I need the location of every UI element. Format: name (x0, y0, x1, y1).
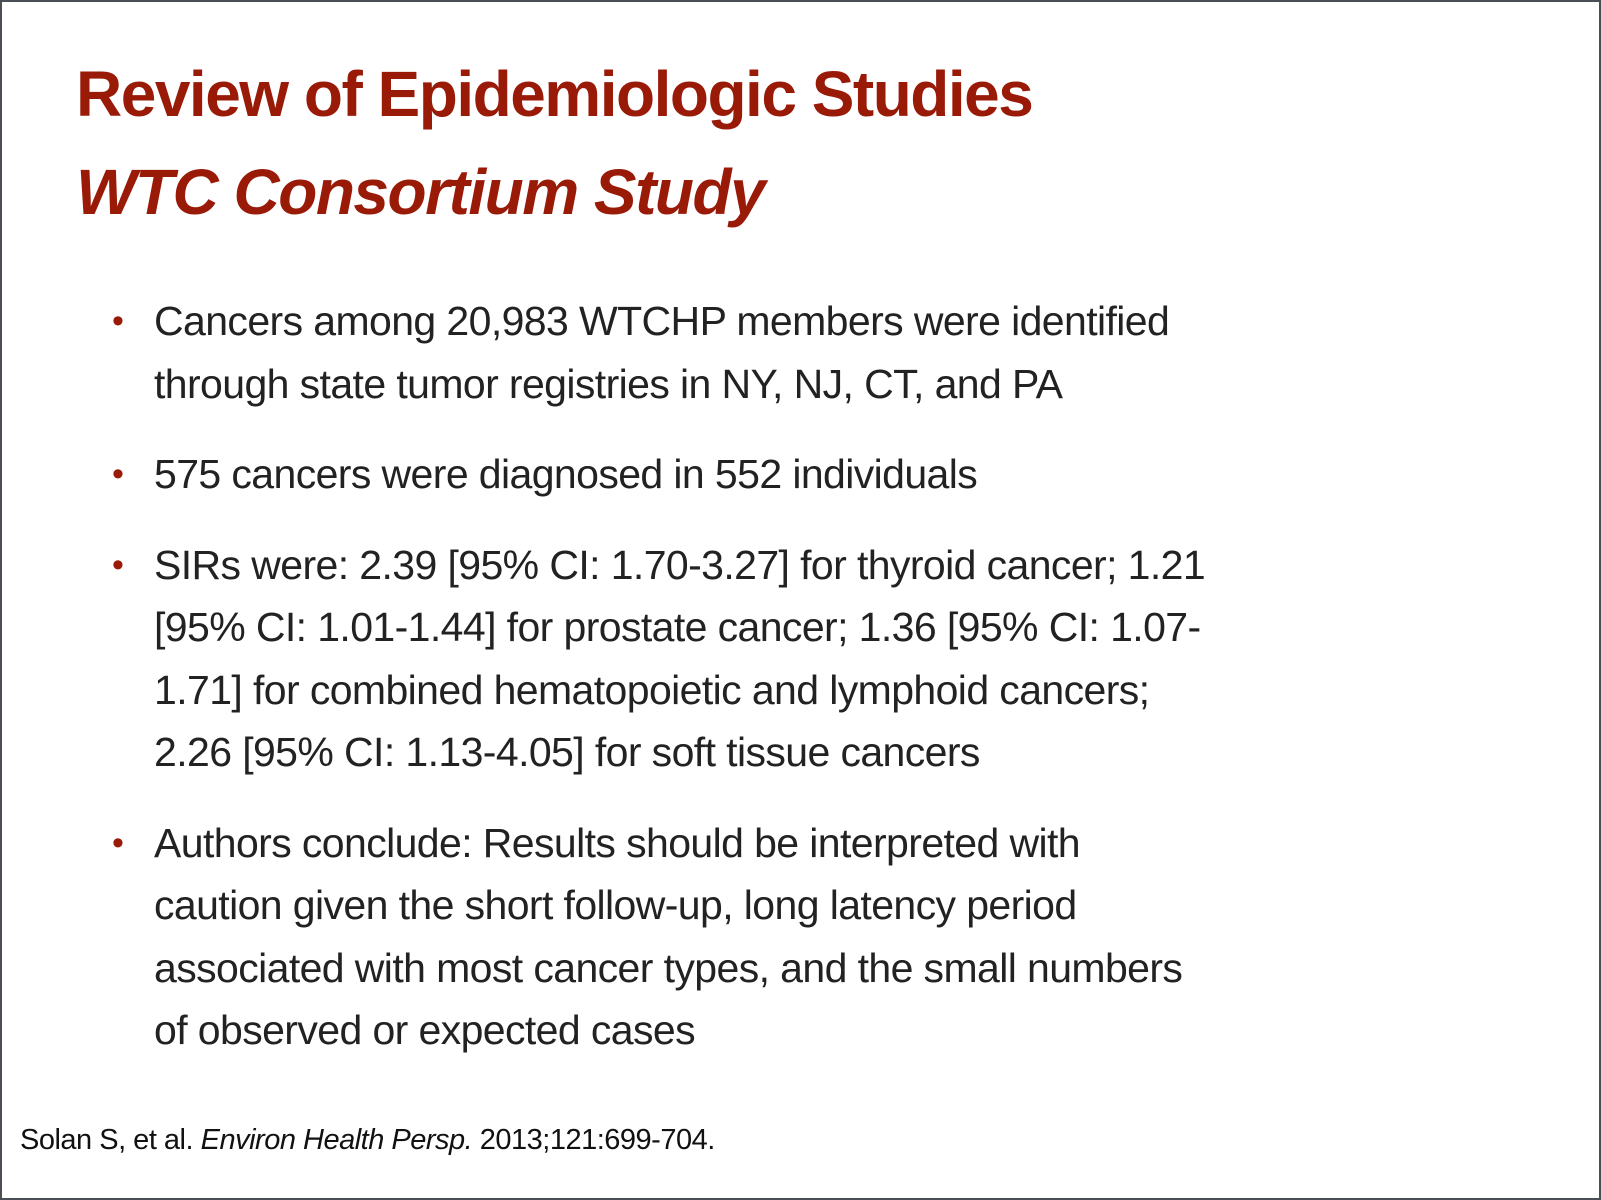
bullet-dot-icon: • (112, 302, 124, 340)
bullet-dot-icon: • (112, 545, 124, 584)
bullet-text-line: through state tumor registries in NY, NJ… (154, 360, 1063, 407)
bullet-item: • Authors conclude: Results should be int… (112, 812, 1205, 1062)
bullet-text-line: 2.26 [95% CI: 1.13-4.05] for soft tissue… (154, 729, 980, 775)
bullet-text-line: 575 cancers were diagnosed in 552 indivi… (154, 451, 978, 497)
bullet-text-line: Authors conclude: Results should be inte… (154, 819, 1081, 866)
bullet-text-line: [95% CI: 1.01-1.44] for prostate cancer;… (154, 604, 1201, 650)
citation: Solan S, et al. Environ Health Persp. 20… (20, 1124, 715, 1157)
citation-ref: 2013;121:699-704. (479, 1124, 716, 1156)
bullet-item: • 575 cancers were diagnosed in 552 indiv… (112, 443, 1205, 506)
bullet-dot-icon: • (112, 823, 124, 862)
bullet-text-line: 1.71] for combined hematopoietic and lym… (154, 666, 1150, 713)
citation-authors: Solan S, et al. (20, 1124, 194, 1156)
bullet-text-line: of observed or expected cases (154, 1007, 696, 1053)
bullet-text-line: SIRs were: 2.39 [95% CI: 1.70-3.27] for … (154, 541, 1206, 588)
bullet-text-line: caution given the short follow-up, long … (154, 882, 1077, 928)
slide-title: Review of Epidemiologic Studies (76, 58, 1034, 130)
bullet-text-line: Cancers among 20,983 WTCHP members were … (154, 298, 1170, 344)
bullet-text-line: associated with most cancer types, and t… (154, 944, 1183, 991)
bullet-item: • Cancers among 20,983 WTCHP members were… (112, 290, 1205, 415)
citation-journal: Environ Health Persp. (200, 1124, 473, 1156)
bullet-dot-icon: • (112, 455, 124, 493)
slide-subtitle: WTC Consortium Study (76, 156, 766, 228)
bullet-item: • SIRs were: 2.39 [95% CI: 1.70-3.27] for… (112, 534, 1206, 784)
bullet-list: • Cancers among 20,983 WTCHP members were… (112, 290, 1206, 1090)
